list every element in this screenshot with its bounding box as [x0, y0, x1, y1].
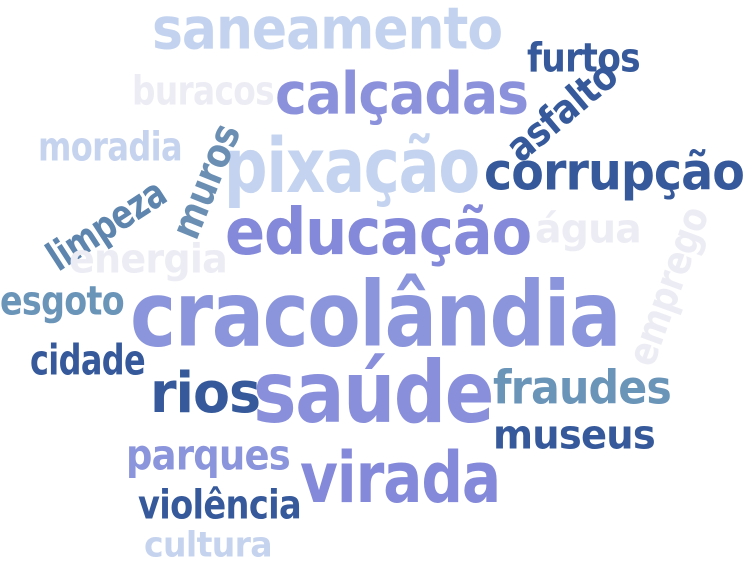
word-cracolandia: cracolândia [130, 262, 622, 368]
word-corrupcao: corrupção [484, 141, 743, 203]
word-energia: energia [69, 235, 228, 283]
word-saneamento: saneamento [152, 0, 503, 63]
word-fraudes: fraudes [493, 361, 672, 415]
word-cidade: cidade [30, 335, 146, 385]
word-buracos: buracos [132, 67, 275, 115]
word-esgoto: esgoto [0, 277, 125, 325]
word-cultura: cultura [144, 524, 273, 562]
word-parques: parques [126, 430, 291, 480]
word-furtos: furtos [527, 34, 641, 82]
word-moradia: moradia [38, 123, 183, 171]
word-virada: virada [300, 437, 501, 519]
word-calcadas: calçadas [275, 60, 529, 128]
word-saude: saúde [253, 343, 494, 443]
word-museus: museus [493, 411, 656, 459]
word-agua: água [535, 205, 642, 253]
word-violencia: violência [138, 481, 302, 529]
word-educacao: educação [225, 194, 532, 270]
word-pixacao: pixação [224, 121, 480, 211]
word-rios: rios [150, 360, 261, 426]
